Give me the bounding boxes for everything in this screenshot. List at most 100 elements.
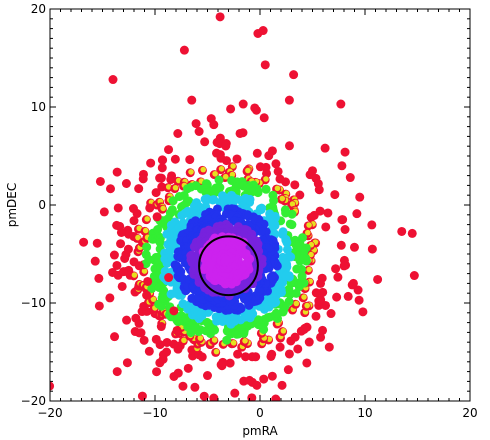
- outlier-point: [337, 161, 347, 171]
- data-point: [122, 315, 132, 325]
- data-point: [295, 190, 305, 200]
- outlier-point: [94, 301, 104, 311]
- outlier-point: [164, 273, 174, 283]
- data-point: [254, 286, 264, 296]
- outlier-point: [95, 176, 105, 186]
- data-point: [213, 403, 222, 412]
- data-point: [109, 250, 119, 260]
- y-tick-label: −20: [21, 394, 46, 408]
- data-point-highlight: [160, 205, 166, 212]
- data-point-highlight: [218, 166, 225, 172]
- data-point-highlight: [274, 185, 281, 192]
- data-point-highlight: [304, 302, 310, 309]
- data-point: [225, 358, 235, 368]
- data-point-highlight: [141, 268, 148, 274]
- data-point-highlight: [136, 225, 143, 232]
- y-axis-title: pmDEC: [5, 183, 19, 228]
- data-point-highlight: [280, 328, 287, 334]
- data-point: [146, 158, 156, 168]
- outlier-point: [407, 228, 417, 238]
- outlier-point: [252, 380, 262, 390]
- data-point: [90, 256, 100, 266]
- y-tick-label: 20: [31, 2, 46, 16]
- data-point: [151, 334, 161, 344]
- data-point-highlight: [222, 173, 229, 180]
- outlier-point: [162, 347, 172, 357]
- data-point: [297, 271, 307, 281]
- data-point-highlight: [230, 163, 236, 169]
- y-tick-label: 10: [31, 100, 46, 114]
- data-point-highlight: [211, 337, 218, 343]
- data-point-highlight: [142, 227, 149, 234]
- data-point: [173, 128, 183, 138]
- data-point: [253, 315, 263, 325]
- data-point: [138, 174, 148, 184]
- outlier-point: [345, 173, 355, 183]
- data-point: [200, 137, 210, 147]
- data-point: [164, 145, 174, 155]
- outlier-point: [137, 391, 147, 401]
- outlier-point: [373, 274, 383, 284]
- y-tick-label: 0: [38, 198, 46, 212]
- data-point-highlight: [131, 272, 138, 278]
- data-point: [290, 332, 300, 342]
- data-point: [316, 278, 326, 288]
- data-point: [306, 212, 316, 222]
- outlier-point: [289, 70, 299, 80]
- data-point-highlight: [150, 296, 157, 302]
- x-tick-label: 10: [357, 406, 372, 420]
- data-point: [277, 229, 287, 239]
- outlier-point: [216, 360, 226, 370]
- outlier-point: [113, 203, 123, 213]
- data-point: [99, 207, 109, 217]
- outlier-point: [226, 104, 236, 114]
- data-point-highlight: [279, 195, 286, 202]
- outlier-point: [209, 120, 219, 130]
- data-point: [267, 349, 277, 359]
- data-point: [354, 295, 364, 305]
- data-point: [284, 141, 294, 151]
- data-point-highlight: [229, 171, 236, 178]
- data-point: [214, 175, 224, 185]
- data-point: [314, 185, 324, 195]
- data-point: [94, 273, 104, 283]
- outlier-point: [320, 143, 330, 153]
- outlier-point: [258, 26, 268, 36]
- data-point-highlight: [245, 167, 251, 174]
- circle-layer: [198, 235, 259, 297]
- data-point: [132, 209, 142, 219]
- data-point: [352, 209, 362, 219]
- data-point: [333, 272, 343, 282]
- data-point-highlight: [242, 338, 248, 344]
- data-point: [117, 281, 127, 291]
- outlier-point: [166, 175, 176, 185]
- data-point: [316, 332, 326, 342]
- outlier-point: [314, 296, 324, 306]
- data-point: [311, 288, 321, 298]
- outlier-point: [215, 12, 225, 22]
- data-point: [275, 342, 285, 352]
- data-point: [336, 240, 346, 250]
- data-point: [304, 337, 314, 347]
- outlier-point: [348, 278, 358, 288]
- data-point: [261, 184, 271, 194]
- data-point-highlight: [200, 166, 207, 173]
- data-point: [208, 195, 218, 205]
- outlier-point: [235, 128, 245, 138]
- outlier-point: [79, 237, 89, 247]
- outlier-point: [245, 375, 254, 385]
- data-point: [321, 222, 331, 232]
- outlier-point: [194, 127, 204, 136]
- data-point-highlight: [301, 294, 307, 300]
- data-point: [156, 173, 166, 183]
- data-point: [343, 291, 353, 301]
- data-point-highlight: [263, 176, 269, 182]
- outlier-point: [179, 45, 189, 55]
- data-point: [349, 242, 359, 252]
- outlier-point: [299, 324, 309, 334]
- data-point: [176, 267, 186, 277]
- outlier-point: [271, 394, 281, 401]
- data-point: [136, 328, 146, 338]
- data-point: [123, 244, 133, 254]
- x-axis-title: pmRA: [242, 424, 278, 438]
